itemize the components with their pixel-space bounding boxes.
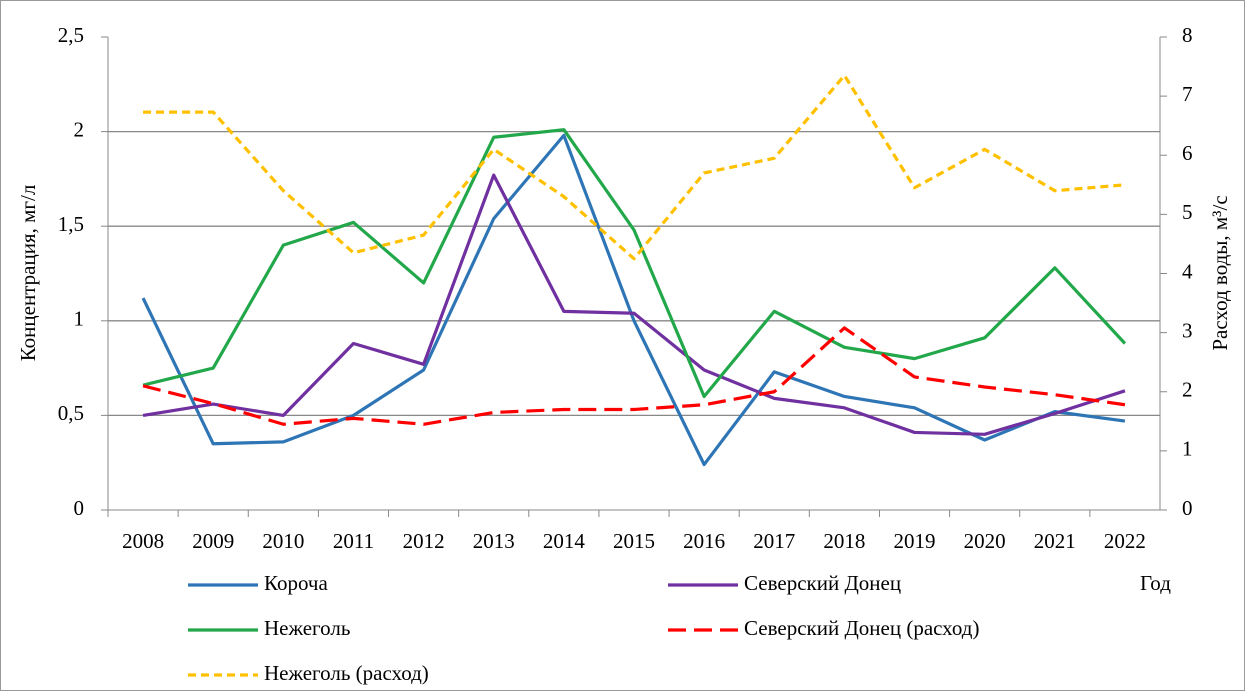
x-axis-label: Год <box>1140 571 1171 595</box>
y-tick-label: 2 <box>74 117 85 141</box>
y-axis-label: Концентрация, мг/л <box>16 185 40 362</box>
y2-tick-label: 7 <box>1182 82 1193 106</box>
legend-label: Короча <box>264 571 328 595</box>
legend-label: Нежеголь <box>264 616 350 640</box>
x-tick-label: 2017 <box>753 529 795 553</box>
line-series <box>141 133 1126 467</box>
x-tick-label: 2015 <box>613 529 655 553</box>
legend-label: Северский Донец <box>744 571 901 595</box>
line-series <box>142 128 1127 399</box>
x-tick-label: 2016 <box>683 529 725 553</box>
y-tick-label: 1 <box>74 307 85 331</box>
x-tick-label: 2013 <box>473 529 515 553</box>
legend-label: Северский Донец (расход) <box>744 616 979 640</box>
x-tick-label: 2009 <box>192 529 234 553</box>
y-tick-label: 0 <box>74 496 85 520</box>
y2-tick-label: 2 <box>1182 378 1193 402</box>
y2-tick-label: 8 <box>1182 23 1193 47</box>
y2-tick-label: 4 <box>1182 259 1193 283</box>
line-series <box>142 173 1126 436</box>
y-tick-label: 1,5 <box>58 212 84 236</box>
x-tick-label: 2020 <box>964 529 1006 553</box>
y2-axis-label: Расход воды, м³/с <box>1208 195 1232 350</box>
x-tick-label: 2011 <box>333 529 374 553</box>
legend-label: Нежеголь (расход) <box>264 661 429 685</box>
x-tick-label: 2022 <box>1104 529 1146 553</box>
x-tick-label: 2019 <box>894 529 936 553</box>
line-series <box>143 73 1126 261</box>
x-tick-label: 2010 <box>262 529 304 553</box>
x-tick-label: 2008 <box>122 529 164 553</box>
y2-tick-label: 3 <box>1182 318 1193 342</box>
x-tick-label: 2021 <box>1034 529 1076 553</box>
y2-tick-label: 1 <box>1182 437 1193 461</box>
x-tick-label: 2012 <box>403 529 445 553</box>
y-tick-label: 0,5 <box>58 401 84 425</box>
line-series <box>142 326 1126 426</box>
y2-tick-label: 5 <box>1182 200 1193 224</box>
y2-tick-label: 6 <box>1182 141 1193 165</box>
y2-tick-label: 0 <box>1182 496 1193 520</box>
x-tick-label: 2018 <box>823 529 865 553</box>
x-tick-label: 2014 <box>543 529 586 553</box>
y-tick-label: 2,5 <box>58 23 84 47</box>
